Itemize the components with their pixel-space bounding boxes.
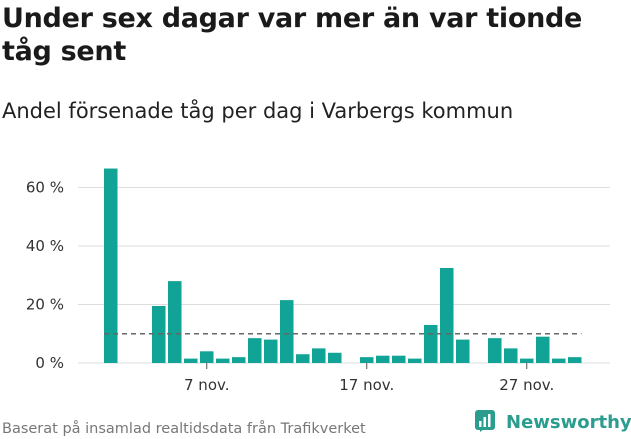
source-note: Baserat på insamlad realtidsdata från Tr… xyxy=(2,421,366,437)
bar xyxy=(440,267,454,363)
bar xyxy=(376,355,390,363)
bar xyxy=(248,338,262,363)
bar xyxy=(200,351,214,363)
bar xyxy=(184,358,198,363)
y-tick-label: 0 % xyxy=(35,354,64,372)
brand-name: Newsworthy xyxy=(506,411,631,433)
bar xyxy=(168,281,182,363)
bar-chart: 0 % 20 % 40 % 60 % 7 nov. 17 nov. 27 nov. xyxy=(26,168,610,394)
newsworthy-logo-icon xyxy=(475,410,495,432)
chart-subtitle: Andel försenade tåg per dag i Varbergs k… xyxy=(2,99,514,123)
bar xyxy=(536,336,550,363)
chart-title: Under sex dagar var mer än var tionde tå… xyxy=(2,3,583,67)
bar xyxy=(232,357,246,363)
bar xyxy=(504,348,518,363)
bar xyxy=(328,352,342,363)
bar xyxy=(520,358,534,363)
bar xyxy=(392,355,406,363)
y-tick-label: 20 % xyxy=(26,296,64,314)
bar xyxy=(456,339,470,363)
bar xyxy=(360,357,374,363)
y-tick-label: 40 % xyxy=(26,237,64,255)
bars xyxy=(104,168,582,363)
bar xyxy=(408,358,422,363)
bar xyxy=(488,338,502,363)
bar xyxy=(296,354,310,363)
x-axis-ticks: 7 nov. 17 nov. 27 nov. xyxy=(184,363,554,394)
bar xyxy=(264,339,278,363)
bar xyxy=(312,348,326,363)
bar xyxy=(280,300,294,363)
bar xyxy=(104,168,118,363)
bar xyxy=(552,358,566,363)
x-tick-label: 7 nov. xyxy=(184,376,229,394)
bar xyxy=(424,324,438,363)
x-tick-label: 17 nov. xyxy=(339,376,394,394)
bar xyxy=(568,357,582,363)
y-tick-label: 60 % xyxy=(26,179,64,197)
y-axis-ticks: 0 % 20 % 40 % 60 % xyxy=(26,179,64,372)
bar xyxy=(216,358,230,363)
x-tick-label: 27 nov. xyxy=(499,376,554,394)
newsworthy-logo: Newsworthy xyxy=(474,409,631,435)
